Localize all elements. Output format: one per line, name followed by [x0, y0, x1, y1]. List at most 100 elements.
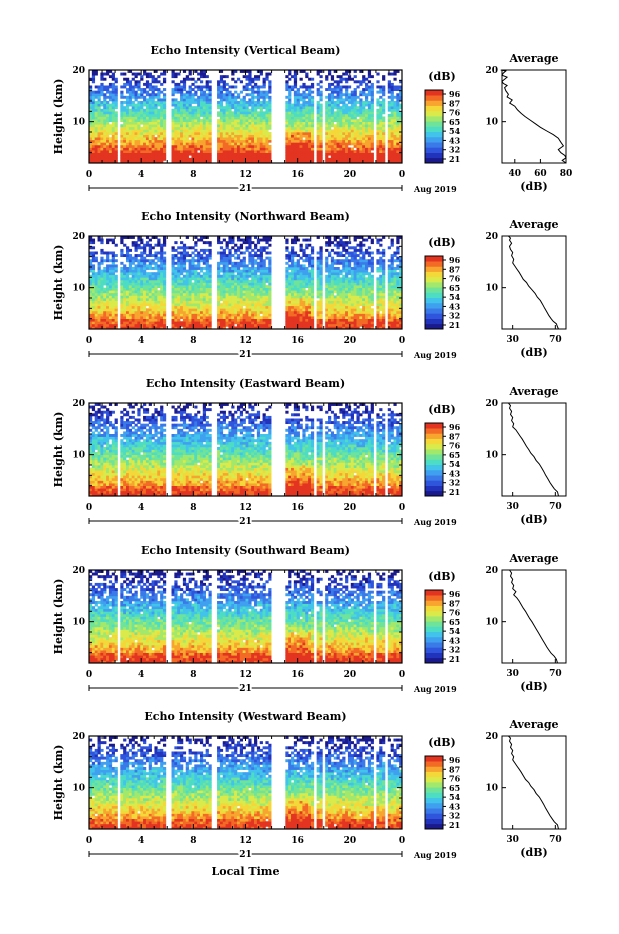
heatmap-cell: [95, 295, 98, 298]
heatmap-cell: [317, 155, 320, 158]
heatmap-cell: [308, 129, 311, 132]
heatmap-cell: [362, 88, 365, 91]
heatmap-cell: [200, 303, 203, 306]
heatmap-cell: [92, 267, 95, 270]
heatmap-cell: [194, 272, 197, 275]
heatmap-cell: [268, 83, 271, 86]
heatmap-cell: [294, 135, 297, 138]
heatmap-cell: [189, 114, 192, 117]
heatmap-cell: [328, 93, 331, 96]
heatmap-cell: [98, 301, 101, 304]
avg-x-tick-label: 80: [560, 169, 573, 179]
x-tick-label: 4: [138, 170, 144, 180]
heatmap-cell: [174, 303, 177, 306]
heatmap-cell: [191, 93, 194, 96]
heatmap-cell: [248, 283, 251, 286]
heatmap-cell: [112, 150, 115, 153]
heatmap-cell: [137, 308, 140, 311]
heatmap-cell: [206, 308, 209, 311]
heatmap-cell: [180, 119, 183, 122]
heatmap-cell: [154, 148, 157, 151]
heatmap-cell: [203, 119, 206, 122]
heatmap-cell: [189, 106, 192, 109]
heatmap-cell: [228, 239, 231, 242]
heatmap-cell: [263, 98, 266, 101]
heatmap-cell: [135, 283, 138, 286]
heatmap-cell: [331, 104, 334, 107]
heatmap-cell: [115, 101, 118, 104]
heatmap-cell: [288, 101, 291, 104]
heatmap-cell: [194, 142, 197, 145]
heatmap-cell: [154, 277, 157, 280]
heatmap-cell: [226, 295, 229, 298]
heatmap-cell: [143, 91, 146, 94]
heatmap-cell: [143, 283, 146, 286]
heatmap-cell: [129, 98, 132, 101]
heatmap-cell: [115, 290, 118, 293]
heatmap-cell: [123, 298, 126, 301]
heatmap-cell: [297, 293, 300, 296]
heatmap-cell: [189, 135, 192, 138]
heatmap-cell: [285, 122, 288, 125]
heatmap-cell: [209, 91, 212, 94]
heatmap-cell: [98, 101, 101, 104]
heatmap-cell: [137, 114, 140, 117]
heatmap-cell: [234, 311, 237, 314]
heatmap-cell: [391, 122, 394, 125]
heatmap-cell: [319, 96, 322, 99]
heatmap-cell: [95, 150, 98, 153]
heatmap-cell: [174, 314, 177, 317]
heatmap-cell: [194, 158, 197, 161]
heatmap-cell: [365, 117, 368, 120]
heatmap-cell: [243, 319, 246, 322]
heatmap-cell: [92, 98, 95, 101]
heatmap-cell: [183, 158, 186, 161]
heatmap-cell: [356, 86, 359, 89]
heatmap-cell: [137, 88, 140, 91]
heatmap-cell: [132, 137, 135, 140]
heatmap-cell: [103, 124, 106, 127]
heatmap-cell: [371, 93, 374, 96]
heatmap-cell: [342, 132, 345, 135]
heatmap-cell: [288, 314, 291, 317]
heatmap-cell: [132, 257, 135, 260]
heatmap-cell: [254, 252, 257, 255]
heatmap-cell: [174, 158, 177, 161]
heatmap-cell: [197, 142, 200, 145]
heatmap-cell: [220, 254, 223, 257]
heatmap-cell: [351, 93, 354, 96]
heatmap-cell: [260, 124, 263, 127]
heatmap-cell: [123, 277, 126, 280]
heatmap-cell: [251, 314, 254, 317]
heatmap-cell: [231, 124, 234, 127]
heatmap-cell: [203, 301, 206, 304]
heatmap-cell: [143, 135, 146, 138]
heatmap-cell: [112, 106, 115, 109]
heatmap-cell: [177, 275, 180, 278]
heatmap-cell: [382, 145, 385, 148]
heatmap-cell: [257, 311, 260, 314]
heatmap-cell: [154, 88, 157, 91]
heatmap-cell: [268, 145, 271, 148]
heatmap-cell: [129, 150, 132, 153]
heatmap-cell: [237, 319, 240, 322]
heatmap-cell: [237, 288, 240, 291]
heatmap-cell: [308, 96, 311, 99]
heatmap-cell: [152, 316, 155, 319]
heatmap-cell: [206, 104, 209, 107]
heatmap-cell: [246, 277, 249, 280]
heatmap-cell: [112, 135, 115, 138]
heatmap-cell: [243, 148, 246, 151]
heatmap-cell: [206, 132, 209, 135]
heatmap-cell: [106, 104, 109, 107]
heatmap-cell: [328, 98, 331, 101]
heatmap-cell: [234, 127, 237, 130]
heatmap-cell: [123, 270, 126, 273]
heatmap-cell: [365, 98, 368, 101]
heatmap-cell: [143, 83, 146, 86]
heatmap-cell: [246, 129, 249, 132]
heatmap-cell: [206, 275, 209, 278]
heatmap-cell: [109, 93, 112, 96]
heatmap-cell: [260, 117, 263, 120]
heatmap-cell: [135, 324, 138, 327]
